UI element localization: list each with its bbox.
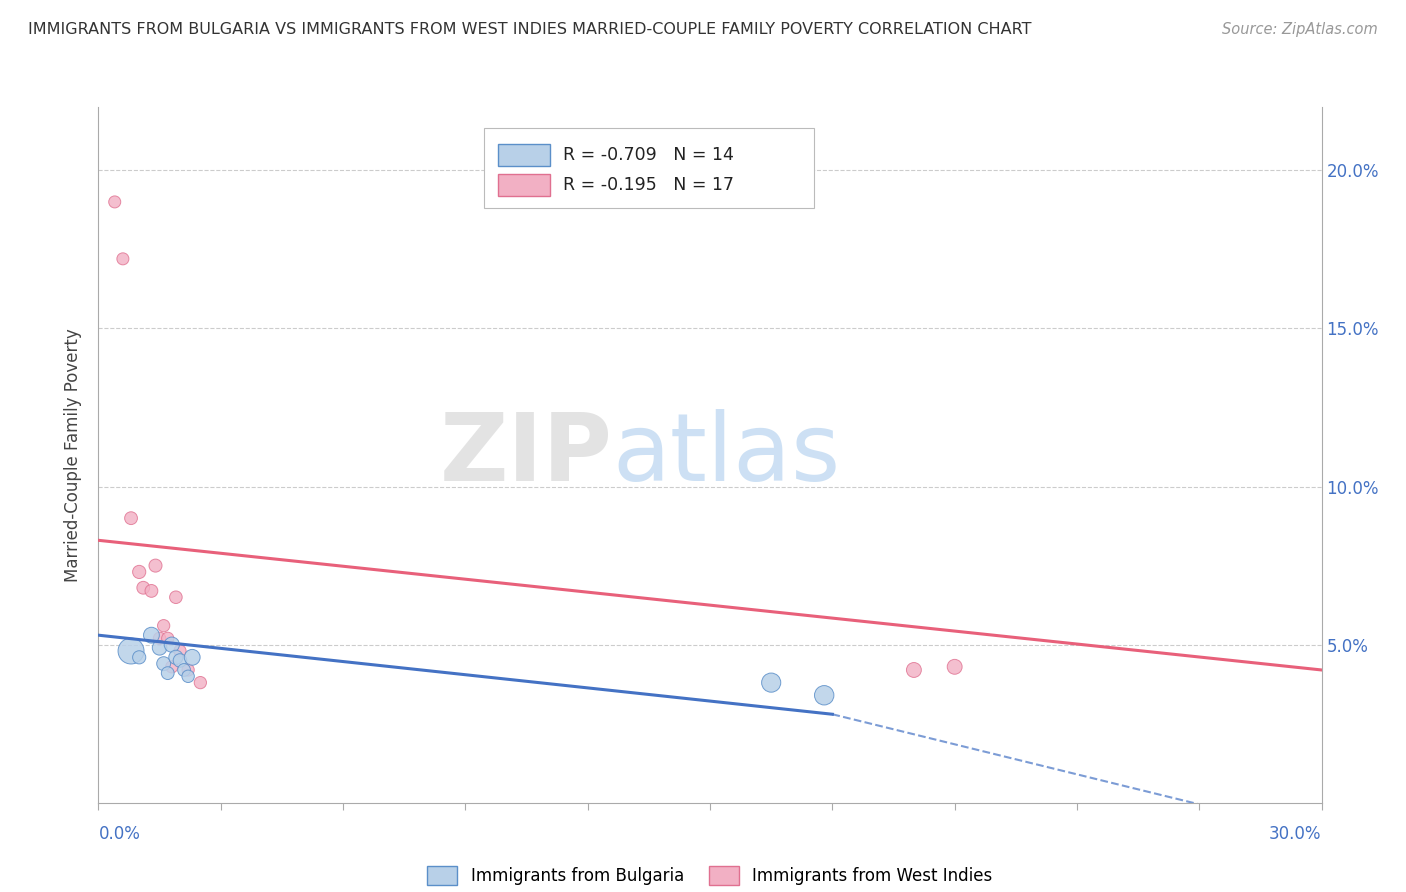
Point	[169, 644, 191, 658]
Point	[177, 663, 200, 677]
Point	[943, 660, 966, 674]
Point	[132, 581, 155, 595]
Point	[156, 632, 179, 646]
Text: R = -0.709   N = 14: R = -0.709 N = 14	[564, 146, 734, 164]
Text: 0.0%: 0.0%	[98, 825, 141, 843]
Y-axis label: Married-Couple Family Poverty: Married-Couple Family Poverty	[65, 328, 83, 582]
FancyBboxPatch shape	[498, 174, 550, 196]
FancyBboxPatch shape	[484, 128, 814, 208]
Point	[165, 591, 187, 605]
Text: 30.0%: 30.0%	[1270, 825, 1322, 843]
Point	[149, 632, 172, 646]
Point	[903, 663, 925, 677]
Point	[181, 650, 204, 665]
Point	[160, 638, 183, 652]
Point	[128, 565, 150, 579]
Point	[152, 618, 174, 632]
Point	[149, 640, 172, 655]
Point	[160, 660, 183, 674]
Point	[761, 675, 783, 690]
Point	[141, 583, 163, 598]
Point	[128, 650, 150, 665]
FancyBboxPatch shape	[498, 144, 550, 166]
Text: R = -0.195   N = 17: R = -0.195 N = 17	[564, 176, 734, 194]
Text: atlas: atlas	[612, 409, 841, 501]
Point	[141, 628, 163, 642]
Text: Source: ZipAtlas.com: Source: ZipAtlas.com	[1222, 22, 1378, 37]
Text: IMMIGRANTS FROM BULGARIA VS IMMIGRANTS FROM WEST INDIES MARRIED-COUPLE FAMILY PO: IMMIGRANTS FROM BULGARIA VS IMMIGRANTS F…	[28, 22, 1032, 37]
Point	[145, 558, 167, 573]
Point	[169, 653, 191, 667]
Point	[120, 511, 142, 525]
Point	[111, 252, 134, 266]
Point	[156, 666, 179, 681]
Text: ZIP: ZIP	[439, 409, 612, 501]
Point	[152, 657, 174, 671]
Point	[813, 688, 835, 702]
Point	[188, 675, 212, 690]
Point	[104, 194, 127, 209]
Point	[173, 663, 195, 677]
Point	[120, 644, 142, 658]
Point	[177, 669, 200, 683]
Legend: Immigrants from Bulgaria, Immigrants from West Indies: Immigrants from Bulgaria, Immigrants fro…	[420, 859, 1000, 892]
Point	[165, 650, 187, 665]
